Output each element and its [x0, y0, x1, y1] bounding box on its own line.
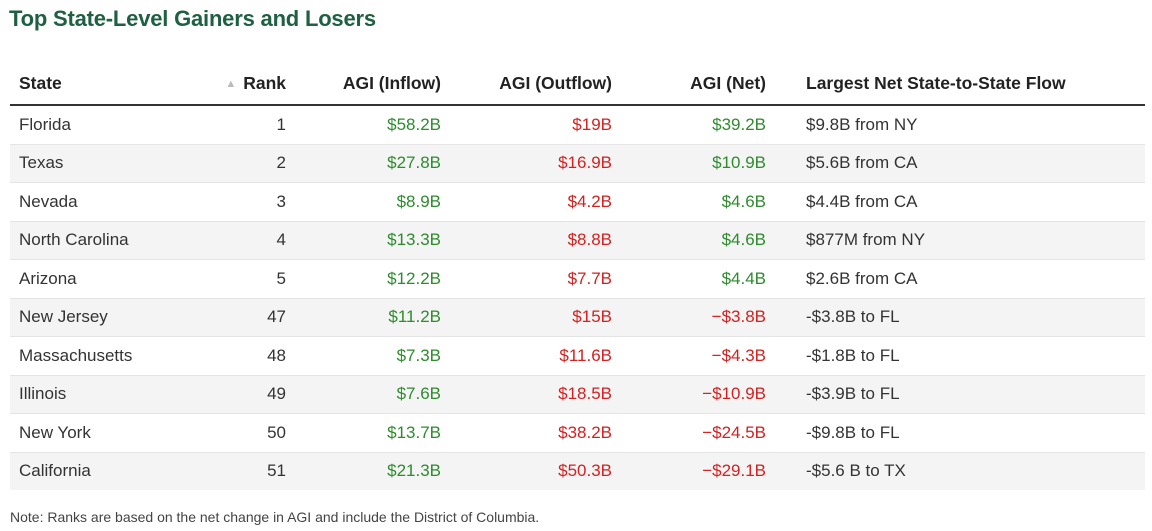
sort-ascending-icon: ▲ — [225, 78, 237, 90]
cell-agi-outflow: $15B — [441, 297, 612, 337]
cell-agi-outflow: $16.9B — [441, 144, 612, 183]
cell-rank: 5 — [194, 259, 286, 299]
table-header: State ▲ Rank AGI (Inflow) AGI (Outflow) A… — [10, 63, 1145, 106]
cell-agi-net: $4.4B — [612, 259, 766, 299]
table-row: New Jersey 47 $11.2B $15B −$3.8B -$3.8B to FL — [10, 297, 1145, 337]
cell-agi-net: $4.6B — [612, 182, 766, 222]
header-row: State ▲ Rank AGI (Inflow) AGI (Outflow) A… — [10, 63, 1145, 106]
cell-agi-inflow: $8.9B — [286, 182, 441, 222]
cell-agi-inflow: $27.8B — [286, 144, 441, 183]
cell-agi-inflow: $13.3B — [286, 221, 441, 260]
cell-state: California — [10, 452, 194, 490]
cell-rank: 51 — [194, 452, 286, 490]
cell-rank: 47 — [194, 297, 286, 337]
cell-agi-net: −$24.5B — [612, 413, 766, 453]
table-row: Nevada 3 $8.9B $4.2B $4.6B $4.4B from CA — [10, 182, 1145, 222]
cell-agi-net: −$10.9B — [612, 375, 766, 414]
column-header-rank[interactable]: ▲ Rank — [194, 63, 286, 106]
cell-agi-inflow: $7.6B — [286, 375, 441, 414]
cell-rank: 2 — [194, 144, 286, 183]
cell-agi-outflow: $18.5B — [441, 375, 612, 414]
cell-rank: 48 — [194, 336, 286, 376]
cell-largest-flow: $2.6B from CA — [766, 259, 1145, 299]
table-row: Florida 1 $58.2B $19B $39.2B $9.8B from NY — [10, 105, 1145, 145]
cell-largest-flow: -$3.9B to FL — [766, 375, 1145, 414]
table-row: Texas 2 $27.8B $16.9B $10.9B $5.6B from CA — [10, 144, 1145, 183]
cell-state: North Carolina — [10, 221, 194, 260]
cell-largest-flow: -$9.8B to FL — [766, 413, 1145, 453]
table-row: Illinois 49 $7.6B $18.5B −$10.9B -$3.9B to FL — [10, 375, 1145, 414]
table-row: Massachusetts 48 $7.3B $11.6B −$4.3B -$1.8B t… — [10, 336, 1145, 376]
cell-largest-flow: $5.6B from CA — [766, 144, 1145, 183]
table-row: New York 50 $13.7B $38.2B −$24.5B -$9.8B to F… — [10, 413, 1145, 453]
cell-state: Florida — [10, 105, 194, 145]
table-row: California 51 $21.3B $50.3B −$29.1B -$5.6 B t… — [10, 452, 1145, 490]
cell-agi-outflow: $11.6B — [441, 336, 612, 376]
cell-agi-net: $10.9B — [612, 144, 766, 183]
cell-rank: 4 — [194, 221, 286, 260]
cell-agi-net: $4.6B — [612, 221, 766, 260]
cell-agi-outflow: $38.2B — [441, 413, 612, 453]
cell-agi-net: $39.2B — [612, 105, 766, 145]
cell-agi-outflow: $19B — [441, 105, 612, 145]
cell-largest-flow: -$5.6 B to TX — [766, 452, 1145, 490]
cell-largest-flow: $9.8B from NY — [766, 105, 1145, 145]
page-title: Top State-Level Gainers and Losers — [9, 6, 376, 31]
cell-agi-inflow: $12.2B — [286, 259, 441, 299]
footnote: Note: Ranks are based on the net change … — [10, 509, 540, 525]
cell-largest-flow: -$3.8B to FL — [766, 297, 1145, 337]
cell-state: Arizona — [10, 259, 194, 299]
cell-agi-outflow: $7.7B — [441, 259, 612, 299]
cell-agi-inflow: $13.7B — [286, 413, 441, 453]
cell-largest-flow: $4.4B from CA — [766, 182, 1145, 222]
cell-state: New York — [10, 413, 194, 453]
table-body: Florida 1 $58.2B $19B $39.2B $9.8B from NY Tex… — [10, 105, 1145, 490]
cell-agi-net: −$4.3B — [612, 336, 766, 376]
gainers-losers-table: State ▲ Rank AGI (Inflow) AGI (Outflow) A… — [10, 63, 1145, 490]
column-header-rank-label: Rank — [243, 73, 286, 93]
column-header-largest-flow[interactable]: Largest Net State-to-State Flow — [766, 63, 1145, 106]
column-header-state[interactable]: State — [10, 63, 194, 106]
cell-agi-inflow: $7.3B — [286, 336, 441, 376]
cell-state: Illinois — [10, 375, 194, 414]
cell-state: Massachusetts — [10, 336, 194, 376]
cell-agi-outflow: $8.8B — [441, 221, 612, 260]
cell-rank: 1 — [194, 105, 286, 145]
cell-state: Texas — [10, 144, 194, 183]
cell-agi-outflow: $50.3B — [441, 452, 612, 490]
cell-agi-outflow: $4.2B — [441, 182, 612, 222]
table-row: Arizona 5 $12.2B $7.7B $4.4B $2.6B from CA — [10, 259, 1145, 299]
cell-rank: 49 — [194, 375, 286, 414]
cell-agi-net: −$29.1B — [612, 452, 766, 490]
cell-rank: 3 — [194, 182, 286, 222]
column-header-agi-inflow[interactable]: AGI (Inflow) — [286, 63, 441, 106]
cell-largest-flow: -$1.8B to FL — [766, 336, 1145, 376]
cell-state: New Jersey — [10, 297, 194, 337]
cell-agi-inflow: $11.2B — [286, 297, 441, 337]
column-header-agi-net[interactable]: AGI (Net) — [612, 63, 766, 106]
cell-largest-flow: $877M from NY — [766, 221, 1145, 260]
cell-rank: 50 — [194, 413, 286, 453]
cell-agi-inflow: $58.2B — [286, 105, 441, 145]
cell-state: Nevada — [10, 182, 194, 222]
table-row: North Carolina 4 $13.3B $8.8B $4.6B $877M fro… — [10, 221, 1145, 260]
cell-agi-inflow: $21.3B — [286, 452, 441, 490]
column-header-agi-outflow[interactable]: AGI (Outflow) — [441, 63, 612, 106]
cell-agi-net: −$3.8B — [612, 297, 766, 337]
